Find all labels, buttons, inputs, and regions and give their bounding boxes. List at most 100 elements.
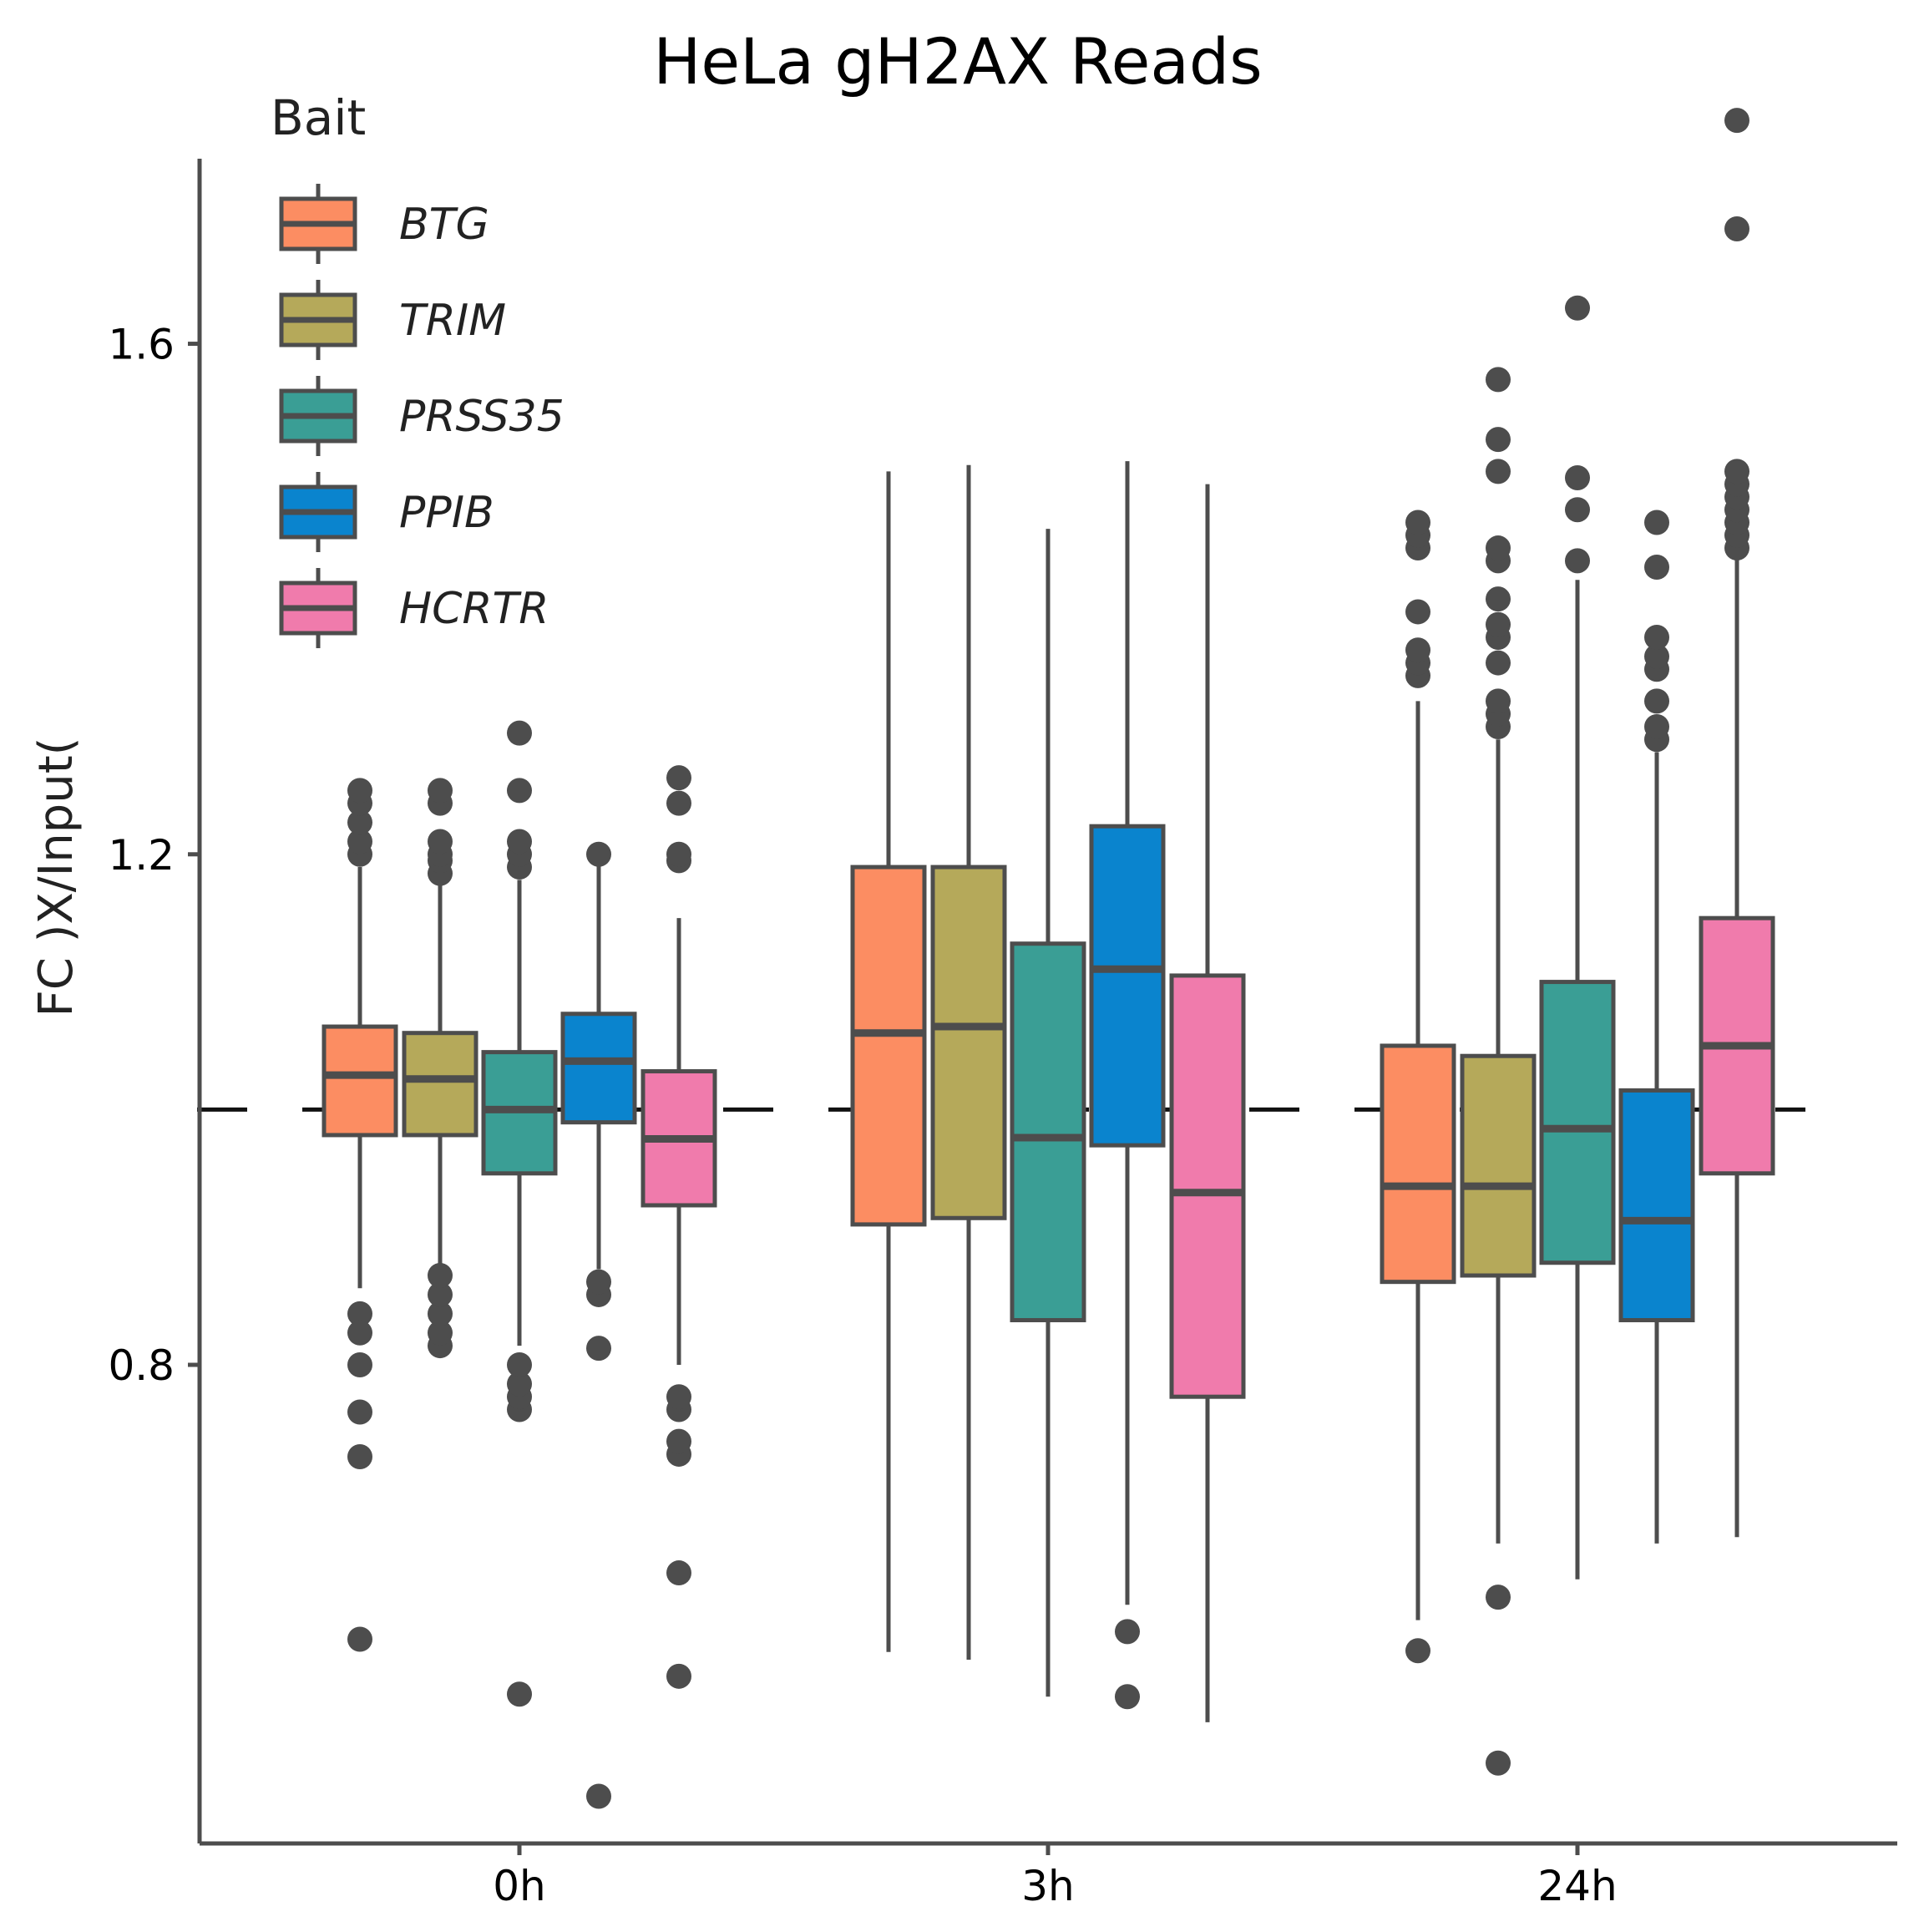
outlier-point — [347, 1444, 372, 1470]
boxes-layer — [322, 108, 1775, 1809]
outlier-point — [666, 1428, 691, 1454]
x-tick-label: 24h — [1537, 1862, 1617, 1910]
box-iqr — [850, 865, 927, 1227]
legend: Bait BTG TRIM PRSS35 PPIB HCRTR — [271, 89, 565, 648]
box-btg-0h — [322, 778, 398, 1652]
legend-item-hcrtr: HCRTR — [279, 568, 549, 648]
outlier-point — [1644, 688, 1669, 714]
outlier-point — [347, 1301, 372, 1326]
outlier-point — [1486, 1750, 1511, 1776]
box-hcrtr-24h — [1699, 108, 1775, 1538]
box-iqr — [1089, 824, 1166, 1148]
outlier-point — [347, 809, 372, 835]
outlier-point — [1565, 465, 1590, 491]
box-trim-3h — [930, 464, 1007, 1660]
outlier-point — [1724, 108, 1749, 134]
outlier-point — [1405, 510, 1430, 535]
outlier-point — [586, 1269, 611, 1295]
outlier-point — [1486, 427, 1511, 453]
outlier-point — [666, 841, 691, 867]
outlier-point — [1486, 535, 1511, 561]
outlier-point — [428, 829, 453, 854]
legend-label: BTG — [399, 200, 489, 250]
outlier-point — [1486, 459, 1511, 484]
outlier-point — [1486, 1585, 1511, 1610]
outlier-point — [586, 1336, 611, 1362]
box-ppib-3h — [1089, 461, 1166, 1710]
box-iqr — [1380, 1043, 1456, 1285]
box-iqr — [1618, 1088, 1695, 1323]
outlier-point — [1724, 459, 1749, 484]
outlier-point — [428, 1263, 453, 1289]
axes-layer: 0.8 1.2 1.6 0h 3h 24h — [108, 159, 1897, 1910]
outlier-point — [1644, 510, 1669, 535]
outlier-point — [1486, 611, 1511, 637]
outlier-point — [507, 1681, 532, 1707]
outlier-point — [428, 1281, 453, 1307]
outlier-point — [666, 790, 691, 816]
outlier-point — [347, 1626, 372, 1652]
x-tick-label: 3h — [1021, 1862, 1075, 1910]
legend-label: TRIM — [399, 296, 506, 346]
legend-item-trim: TRIM — [279, 280, 506, 360]
outlier-point — [1486, 367, 1511, 393]
outlier-point — [666, 1663, 691, 1689]
legend-label: PRSS35 — [399, 392, 565, 442]
box-ppib-24h — [1618, 510, 1695, 1544]
box-prss35-3h — [1010, 529, 1086, 1697]
outlier-point — [1115, 1684, 1140, 1710]
outlier-point — [507, 1351, 532, 1377]
outlier-point — [586, 841, 611, 867]
x-tick-label: 0h — [493, 1862, 546, 1910]
legend-item-ppib: PPIB — [279, 472, 494, 552]
box-hcrtr-0h — [640, 765, 717, 1689]
outlier-point — [1644, 625, 1669, 651]
y-tick-label: 1.6 — [108, 321, 175, 369]
legend-item-btg: BTG — [279, 184, 489, 264]
box-btg-3h — [850, 471, 927, 1652]
outlier-point — [507, 778, 532, 804]
outlier-point — [1565, 497, 1590, 523]
box-iqr — [402, 1031, 478, 1138]
box-prss35-0h — [481, 720, 558, 1707]
legend-label: PPIB — [399, 488, 494, 538]
box-trim-24h — [1460, 367, 1537, 1776]
outlier-point — [507, 829, 532, 854]
outlier-point — [1486, 688, 1511, 714]
outlier-point — [1644, 554, 1669, 580]
outlier-point — [347, 1399, 372, 1425]
outlier-point — [1724, 216, 1749, 242]
outlier-point — [347, 778, 372, 804]
outlier-point — [1565, 295, 1590, 321]
outlier-point — [1565, 548, 1590, 574]
outlier-point — [1486, 586, 1511, 612]
outlier-point — [347, 1351, 372, 1377]
y-axis-label: FC )X/Input( — [29, 737, 84, 1017]
outlier-point — [666, 1384, 691, 1410]
outlier-point — [1405, 637, 1430, 663]
box-trim-0h — [402, 778, 478, 1359]
box-iqr — [1539, 980, 1616, 1265]
box-hcrtr-3h — [1169, 484, 1246, 1722]
outlier-point — [428, 778, 453, 804]
legend-title: Bait — [271, 89, 366, 146]
outlier-point — [586, 1783, 611, 1809]
box-iqr — [322, 1024, 398, 1138]
outlier-point — [666, 1560, 691, 1586]
box-iqr — [1010, 941, 1086, 1323]
y-tick-label: 1.2 — [108, 831, 175, 880]
box-btg-24h — [1380, 510, 1456, 1664]
box-iqr — [930, 865, 1007, 1220]
outlier-point — [1644, 643, 1669, 669]
outlier-point — [428, 1301, 453, 1326]
outlier-point — [1405, 1638, 1430, 1664]
outlier-point — [666, 765, 691, 791]
outlier-point — [347, 1320, 372, 1346]
outlier-point — [507, 1371, 532, 1397]
box-iqr — [1169, 973, 1246, 1399]
outlier-point — [1644, 713, 1669, 739]
outlier-point — [1405, 599, 1430, 625]
outlier-point — [1115, 1619, 1140, 1645]
box-ppib-0h — [560, 841, 637, 1809]
